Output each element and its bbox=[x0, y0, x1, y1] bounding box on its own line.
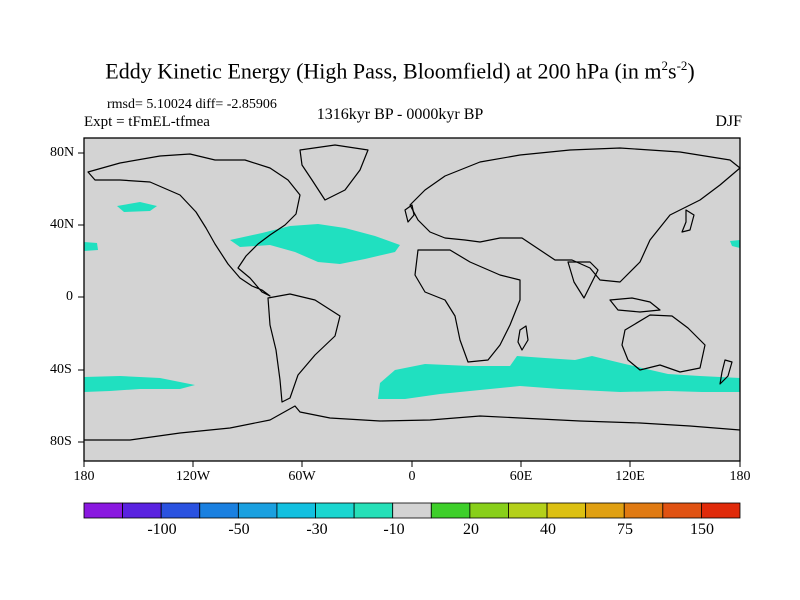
anomaly-south-pacific bbox=[84, 376, 195, 392]
antarctica-coast bbox=[84, 405, 741, 441]
colorbar bbox=[83, 502, 741, 519]
anomaly-southern-ocean bbox=[378, 356, 740, 399]
lon-label-180e: 180 bbox=[729, 469, 751, 484]
colorbar-label-m50: -50 bbox=[228, 521, 250, 538]
north-america-coast bbox=[87, 153, 301, 297]
colorbar-box-15 bbox=[662, 502, 702, 519]
lat-label-40n: 40N bbox=[50, 217, 75, 232]
africa-coast bbox=[414, 249, 521, 363]
lon-label-60e: 60E bbox=[509, 469, 533, 484]
colorbar-box-10 bbox=[469, 502, 509, 519]
colorbar-box-0 bbox=[83, 502, 123, 519]
colorbar-box-4 bbox=[237, 502, 278, 519]
colorbar-box-6 bbox=[315, 502, 355, 519]
plot-title: Eddy Kinetic Energy (High Pass, Bloomfie… bbox=[105, 58, 695, 84]
anomaly-north-pacific bbox=[117, 202, 157, 212]
lat-label-80s: 80S bbox=[50, 434, 72, 449]
season-label: DJF bbox=[715, 113, 742, 130]
lat-label-80n: 80N bbox=[50, 145, 75, 160]
indonesia-coast bbox=[609, 297, 661, 313]
south-america-coast bbox=[267, 293, 341, 403]
colorbar-label-150: 150 bbox=[690, 521, 714, 538]
stats-text: rmsd= 5.10024 diff= -2.85906 bbox=[107, 97, 277, 112]
colorbar-box-13 bbox=[585, 502, 625, 519]
lat-label-0: 0 bbox=[66, 289, 73, 304]
anomaly-dateline-east bbox=[730, 240, 740, 248]
madagascar-coast bbox=[517, 325, 529, 351]
colorbar-box-16 bbox=[701, 502, 741, 519]
uk-coast bbox=[404, 204, 415, 223]
new-zealand-coast bbox=[719, 359, 733, 385]
colorbar-label-m30: -30 bbox=[306, 521, 328, 538]
period-label: 1316kyr BP - 0000kyr BP bbox=[316, 106, 484, 123]
colorbar-box-12 bbox=[546, 502, 587, 519]
eurasia-coast bbox=[409, 147, 741, 283]
india-coast bbox=[567, 261, 599, 299]
axis-ticks bbox=[78, 152, 741, 467]
colorbar-label-m100: -100 bbox=[147, 521, 177, 538]
map-background bbox=[84, 138, 740, 461]
australia-coast bbox=[621, 314, 706, 373]
colorbar-box-7 bbox=[353, 502, 394, 519]
coastlines bbox=[84, 144, 741, 441]
colorbar-label-40: 40 bbox=[540, 521, 556, 538]
lon-label-120w: 120W bbox=[175, 469, 211, 484]
greenland-coast bbox=[299, 144, 369, 201]
lon-label-120e: 120E bbox=[615, 469, 645, 484]
colorbar-box-11 bbox=[508, 502, 548, 519]
lon-label-60w: 60W bbox=[288, 469, 316, 484]
colorbar-box-3 bbox=[199, 502, 239, 519]
colorbar-box-1 bbox=[122, 502, 162, 519]
lon-label-0: 0 bbox=[408, 469, 416, 484]
colorbar-box-8 bbox=[392, 502, 432, 519]
colorbar-label-m10: -10 bbox=[383, 521, 405, 538]
experiment-label: Expt = tFmEL-tfmea bbox=[84, 114, 210, 130]
colorbar-box-5 bbox=[276, 502, 316, 519]
colorbar-label-20: 20 bbox=[463, 521, 479, 538]
colorbar-box-14 bbox=[623, 502, 664, 519]
anomaly-dateline-west bbox=[84, 242, 98, 251]
japan-coast bbox=[681, 209, 695, 233]
colorbar-box-2 bbox=[160, 502, 201, 519]
colorbar-box-9 bbox=[430, 502, 471, 519]
lat-label-40s: 40S bbox=[50, 362, 72, 377]
colorbar-label-75: 75 bbox=[617, 521, 633, 538]
lon-label-180w: 180 bbox=[73, 469, 95, 484]
